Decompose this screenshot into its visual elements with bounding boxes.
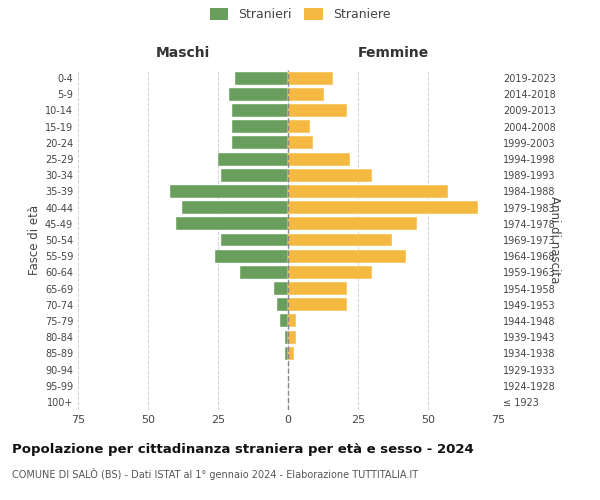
Legend: Stranieri, Straniere: Stranieri, Straniere bbox=[205, 2, 395, 26]
Bar bbox=[235, 72, 288, 85]
Bar bbox=[288, 136, 313, 149]
Bar bbox=[288, 152, 350, 166]
Bar bbox=[176, 218, 288, 230]
Bar bbox=[229, 88, 288, 101]
Bar bbox=[221, 169, 288, 181]
Bar bbox=[288, 314, 296, 328]
Bar bbox=[221, 234, 288, 246]
Bar bbox=[288, 218, 417, 230]
Bar bbox=[288, 104, 347, 117]
Y-axis label: Fasce di età: Fasce di età bbox=[28, 205, 41, 275]
Bar bbox=[285, 347, 288, 360]
Bar bbox=[274, 282, 288, 295]
Bar bbox=[288, 330, 296, 344]
Text: Femmine: Femmine bbox=[358, 46, 428, 60]
Bar bbox=[232, 120, 288, 133]
Bar bbox=[288, 169, 372, 181]
Bar bbox=[288, 234, 392, 246]
Bar bbox=[288, 201, 478, 214]
Bar bbox=[288, 250, 406, 262]
Bar bbox=[288, 347, 293, 360]
Bar bbox=[288, 298, 347, 311]
Bar bbox=[277, 298, 288, 311]
Bar bbox=[232, 104, 288, 117]
Text: Maschi: Maschi bbox=[156, 46, 210, 60]
Bar bbox=[288, 185, 448, 198]
Text: Popolazione per cittadinanza straniera per età e sesso - 2024: Popolazione per cittadinanza straniera p… bbox=[12, 442, 474, 456]
Bar bbox=[288, 282, 347, 295]
Bar bbox=[288, 266, 372, 279]
Bar bbox=[182, 201, 288, 214]
Bar bbox=[288, 72, 333, 85]
Y-axis label: Anni di nascita: Anni di nascita bbox=[548, 196, 561, 284]
Bar bbox=[218, 152, 288, 166]
Bar bbox=[288, 88, 325, 101]
Bar bbox=[241, 266, 288, 279]
Bar bbox=[232, 136, 288, 149]
Bar bbox=[280, 314, 288, 328]
Text: COMUNE DI SALÒ (BS) - Dati ISTAT al 1° gennaio 2024 - Elaborazione TUTTITALIA.IT: COMUNE DI SALÒ (BS) - Dati ISTAT al 1° g… bbox=[12, 468, 418, 479]
Bar bbox=[288, 120, 310, 133]
Bar bbox=[285, 330, 288, 344]
Bar bbox=[215, 250, 288, 262]
Bar bbox=[170, 185, 288, 198]
